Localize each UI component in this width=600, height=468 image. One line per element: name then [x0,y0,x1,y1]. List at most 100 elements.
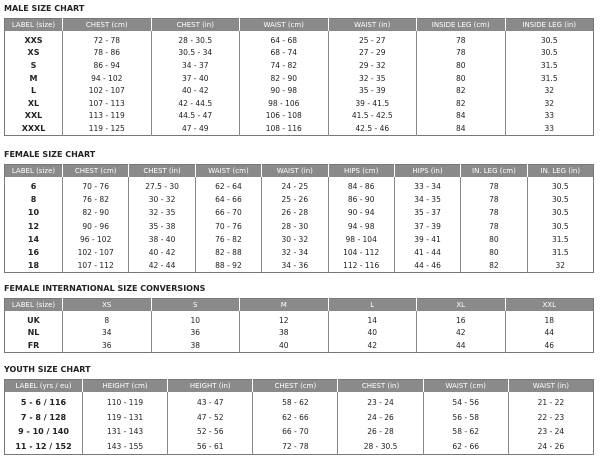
cell: 30 - 32 [261,232,328,246]
cell: 28 - 30.5 [337,439,424,455]
cell: 38 [150,339,240,352]
cell: 42 - 44.5 [150,96,240,110]
cell: 30.5 [526,177,594,194]
cell: 31.5 [526,245,594,260]
cell: 40 - 42 [150,84,240,97]
row-label: FR [27,340,40,350]
cell: 102 - 107 [62,84,151,97]
cell: 80 [460,245,528,260]
cell: 98 - 106 [239,96,328,110]
cell: 12 [239,311,328,327]
cell: 42 [416,326,505,339]
cell: 24 - 26 [337,409,424,425]
cell: 82 [416,96,505,110]
cell: 40 [327,326,417,339]
column-header: M [239,298,328,311]
cell: 64 - 66 [194,193,262,207]
row-label: 12 [27,221,40,231]
column-header: WAIST (in) [327,18,417,31]
cell: 119 - 131 [81,409,168,425]
cell: 34 - 35 [393,193,461,207]
section-title: YOUTH SIZE CHART [4,365,91,374]
cell: 56 - 61 [167,439,253,455]
row-label: 14 [27,234,40,244]
cell: 42 [327,339,417,352]
table-row: XXL 113 - 119 44.5 - 47 106 - 108 41.5 - 42.… [5,109,594,123]
cell: 38 [239,326,328,339]
cell: 18 [504,311,594,327]
cell: 32 [526,259,594,273]
cell: 31.5 [504,59,594,72]
column-header: HEIGHT (in) [167,379,253,392]
cell: 62 - 64 [194,177,262,194]
cell: 62 - 66 [422,439,509,455]
column-header: WAIST (cm) [194,164,262,177]
cell: 24 - 25 [261,177,328,194]
size-table: LABEL (size) CHEST (cm) CHEST (in) WAIST (c… [4,164,594,274]
cell: 32 [504,84,594,97]
size-table: LABEL (yrs / eu) HEIGHT (cm) HEIGHT (in) CH… [4,379,594,456]
cell: 36 [62,339,151,352]
cell: 32 - 34 [261,245,328,260]
cell: 31.5 [526,232,594,246]
cell: 23 - 24 [507,424,594,440]
column-header: WAIST (in) [507,379,594,392]
row-label: 18 [27,261,40,271]
column-header: WAIST (in) [261,164,328,177]
cell: 84 [416,109,505,123]
cell: 84 - 86 [327,177,395,194]
column-header: CHEST (in) [128,164,196,177]
cell: 25 - 27 [327,31,417,47]
cell: 88 - 92 [194,259,262,273]
row-label: 8 [30,195,37,205]
cell: 70 - 76 [61,177,129,194]
table-body: UK 8 10 12 14 16 18 NL 34 36 38 40 42 44 FR 36 38 40 42 44 4… [5,311,594,352]
cell: 34 - 36 [261,259,328,273]
table-header: LABEL (yrs / eu) HEIGHT (cm) HEIGHT (in) CH… [4,379,594,392]
cell: 113 - 119 [62,109,151,123]
table-row: 5 - 6 / 116 110 - 119 43 - 47 58 - 62 23 - 2… [5,392,594,410]
cell: 72 - 78 [252,439,338,455]
size-table: LABEL (size) CHEST (cm) CHEST (in) WAIST (c… [4,18,594,136]
size-table: LABEL (size) XS S M L XL XXL UK 8 10 12 14 16 18 NL 34 3… [4,298,594,353]
cell: 32 - 35 [128,206,196,220]
cell: 27.5 - 30 [128,177,196,194]
cell: 25 - 26 [261,193,328,207]
cell: 82 - 90 [61,206,129,220]
row-label: 5 - 6 / 116 [20,397,67,407]
cell: 80 [460,232,528,246]
column-header: XL [416,298,505,311]
cell: 37 - 40 [150,71,240,85]
cell: 82 [416,84,505,97]
cell: 26 - 28 [337,424,424,440]
table-row: S 86 - 94 34 - 37 74 - 82 29 - 32 80 31.5 [5,59,594,72]
cell: 21 - 22 [507,392,594,410]
column-header: L [327,298,417,311]
column-header: S [150,298,240,311]
cell: 27 - 29 [327,46,417,60]
cell: 39 - 41.5 [327,96,417,110]
table-row: 18 107 - 112 42 - 44 88 - 92 34 - 36 112 - 11… [5,259,594,273]
cell: 10 [150,311,240,327]
cell: 28 - 30 [261,219,328,233]
cell: 78 [416,46,505,60]
cell: 28 - 30.5 [150,31,240,47]
cell: 30 - 32 [128,193,196,207]
cell: 107 - 113 [62,96,151,110]
table-row: 14 96 - 102 38 - 40 76 - 82 30 - 32 98 - 104 3… [5,232,594,246]
row-label: XL [27,98,40,108]
cell: 112 - 116 [327,259,395,273]
column-header: LABEL (size) [4,18,63,31]
table-row: NL 34 36 38 40 42 44 [5,326,594,339]
cell: 35 - 37 [393,206,461,220]
column-header: LABEL (size) [4,164,63,177]
cell: 22 - 23 [507,409,594,425]
column-header: INSIDE LEG (in) [504,18,594,31]
column-header: HEIGHT (cm) [81,379,168,392]
cell: 56 - 58 [422,409,509,425]
column-header: CHEST (cm) [61,164,129,177]
column-header: CHEST (cm) [62,18,151,31]
cell: 30.5 - 34 [150,46,240,60]
row-label: S [30,60,37,70]
